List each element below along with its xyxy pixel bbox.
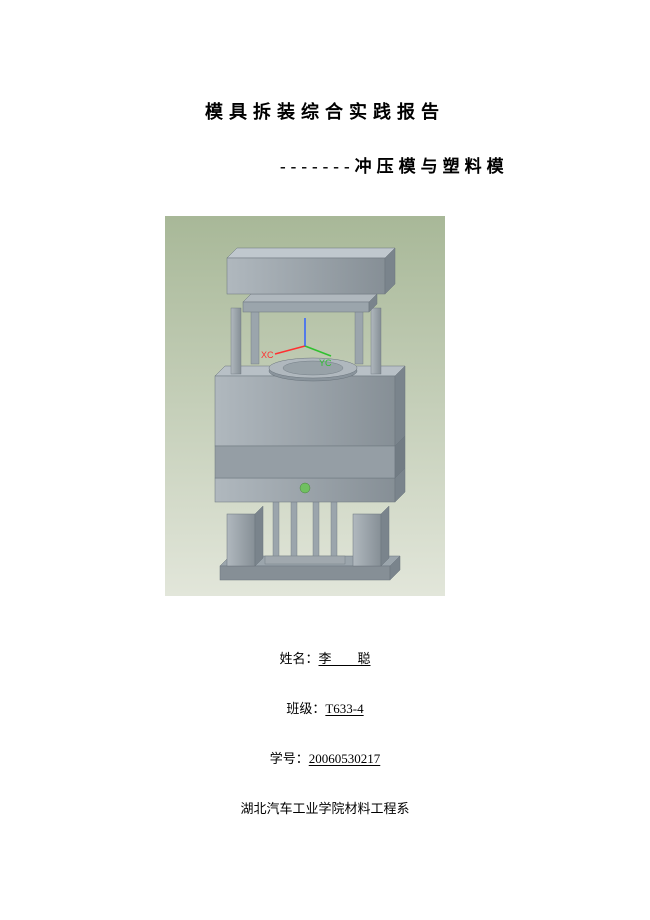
axis-y-label: YC <box>319 358 332 368</box>
name-value: 李 聪 <box>319 651 371 666</box>
cad-rendering: XC YC <box>165 216 445 596</box>
id-row: 学号：20060530217 <box>0 748 650 767</box>
class-label: 班级： <box>286 701 325 716</box>
name-row: 姓名：李 聪 <box>0 648 650 667</box>
department: 湖北汽车工业学院材料工程系 <box>0 798 650 817</box>
report-subtitle: -------冲压模与塑料模 <box>280 152 509 177</box>
id-label: 学号： <box>270 751 309 766</box>
class-value: T633-4 <box>325 701 363 716</box>
axis-x-label: XC <box>261 350 274 360</box>
id-value: 20060530217 <box>309 751 381 766</box>
report-title: 模具拆装综合实践报告 <box>0 98 650 124</box>
class-row: 班级：T633-4 <box>0 698 650 717</box>
name-label: 姓名： <box>279 651 318 666</box>
